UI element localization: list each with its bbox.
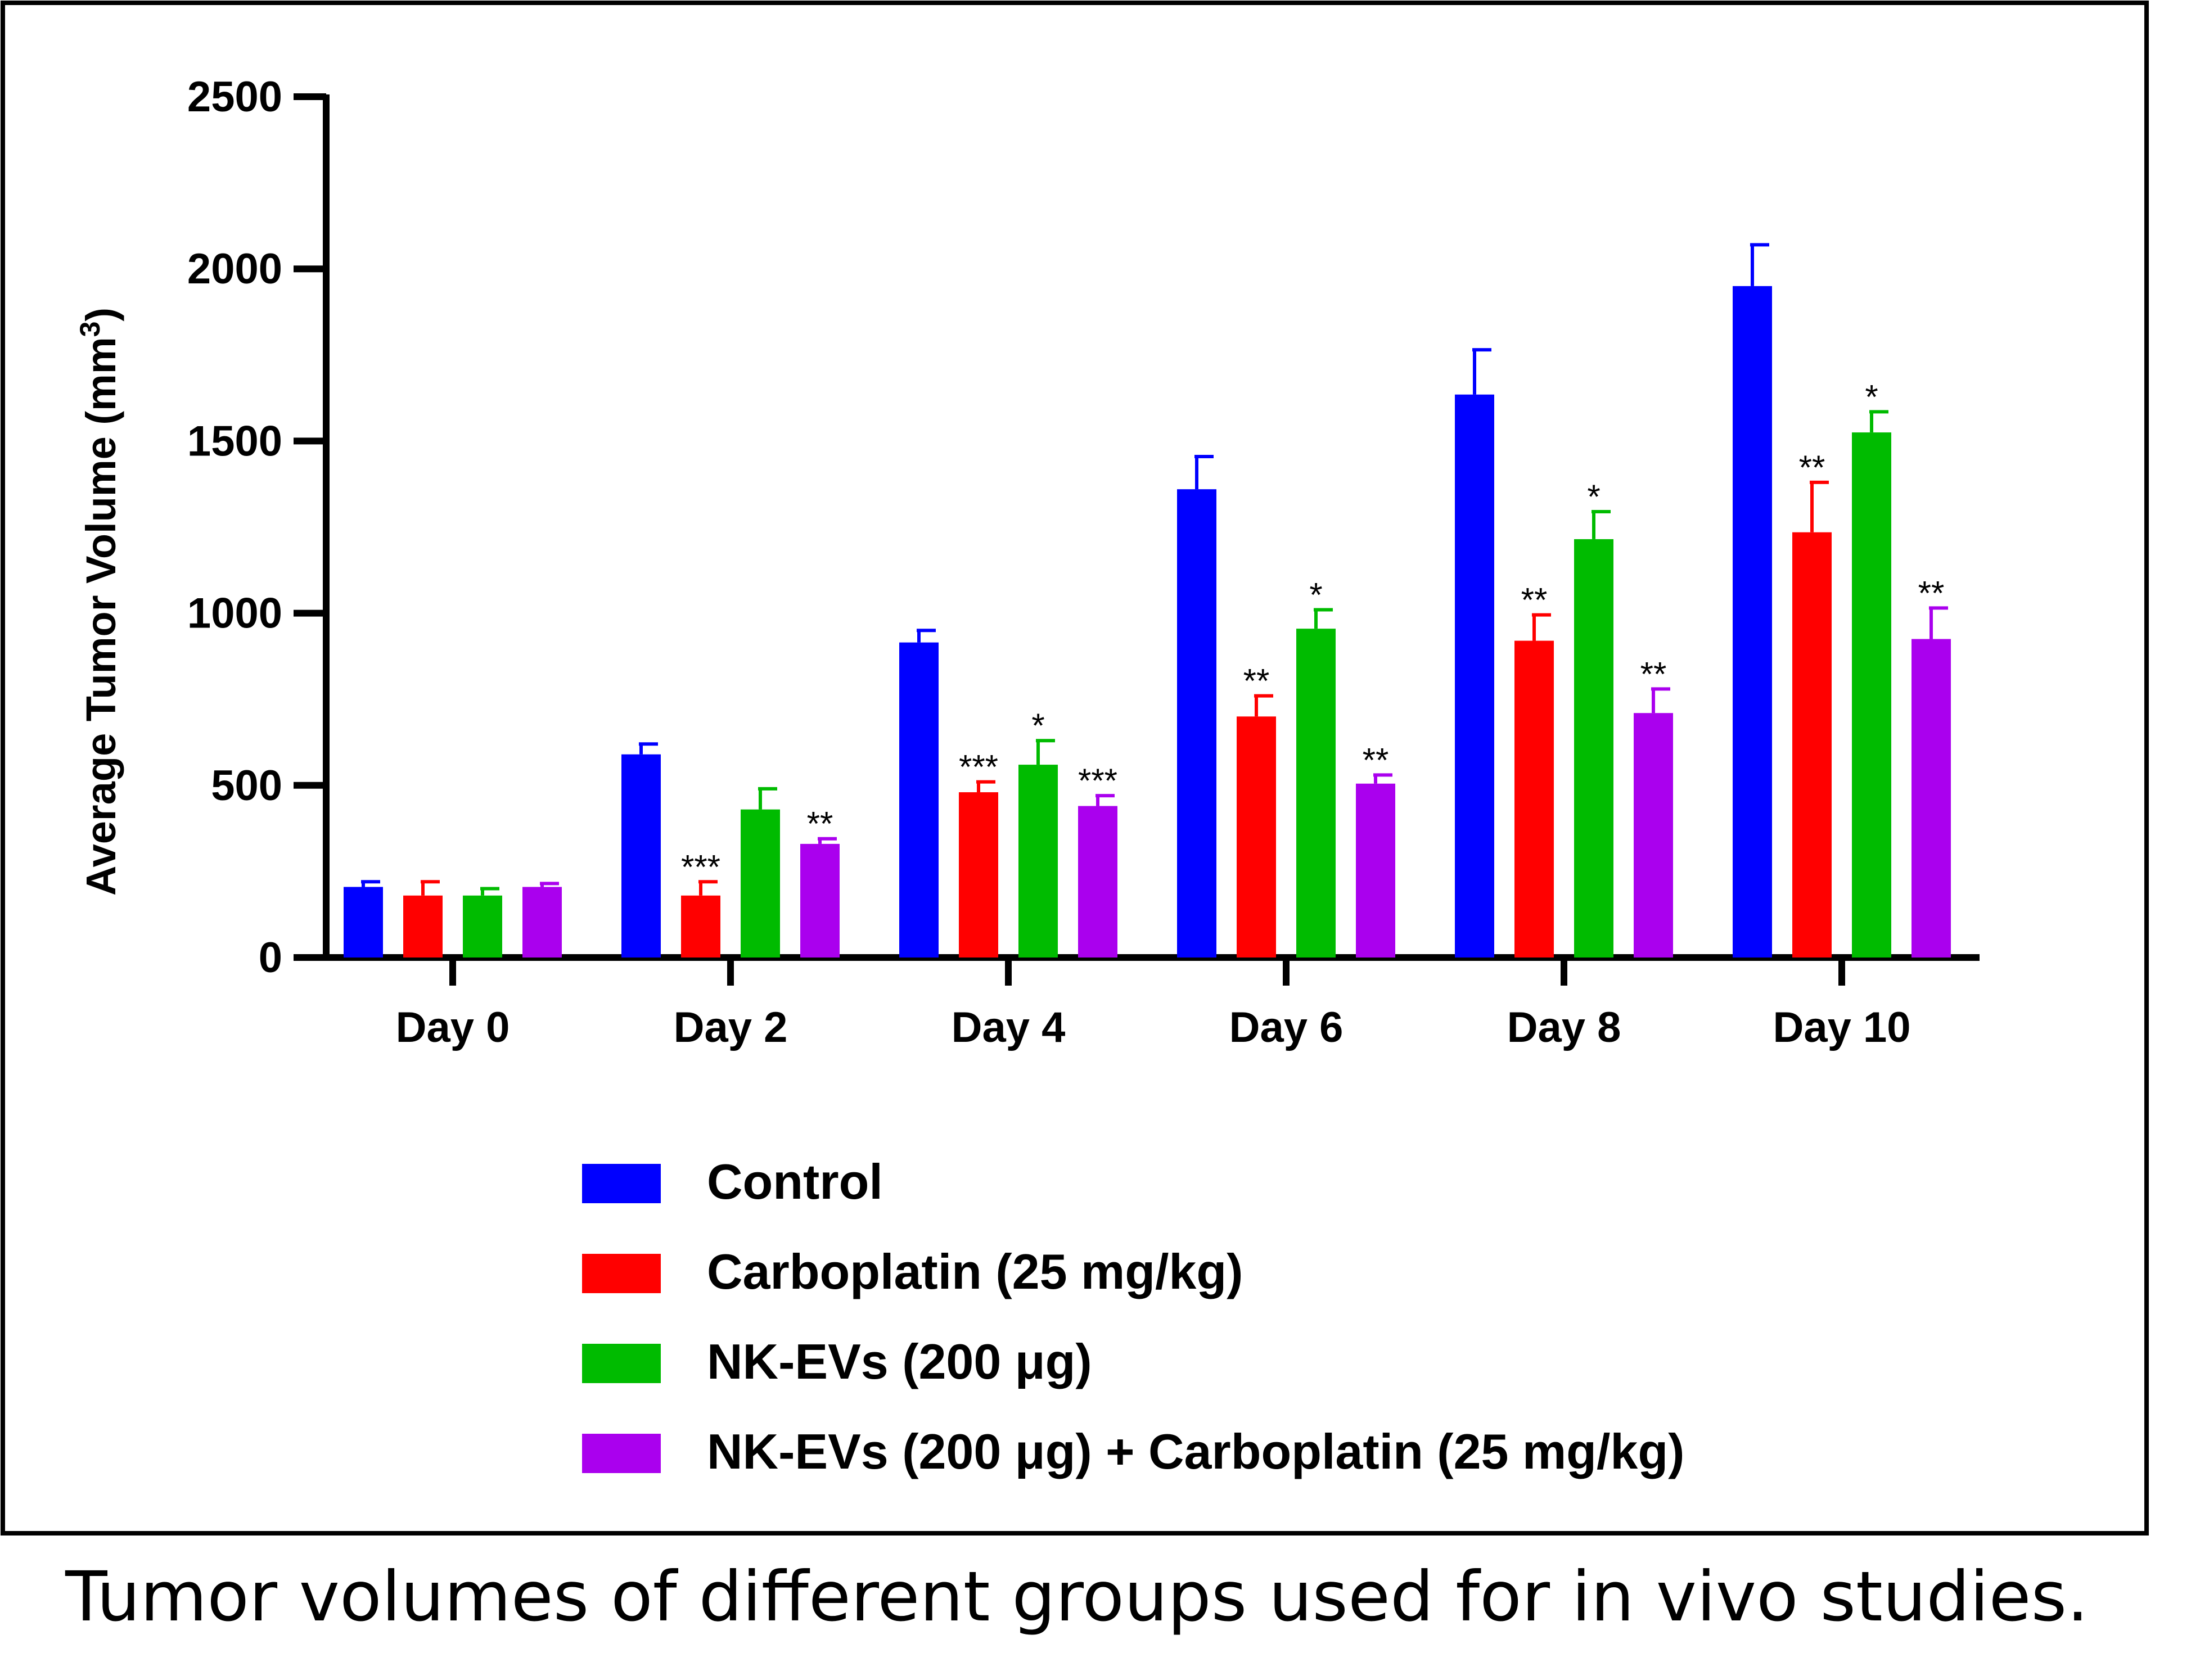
y-tick-label: 2000 [187, 245, 282, 293]
x-tick-label: Day 8 [1507, 1004, 1621, 1051]
bar [959, 792, 998, 958]
figure-frame [1, 1, 2149, 1536]
bar [1237, 716, 1276, 958]
legend-swatch [582, 1344, 661, 1383]
legend-swatch [582, 1254, 661, 1293]
bar [1177, 489, 1216, 958]
bar [522, 887, 562, 958]
x-tick-label: Day 2 [674, 1004, 788, 1051]
bar [1296, 629, 1336, 958]
y-tick-label: 2500 [187, 73, 282, 121]
significance-label: * [1309, 576, 1322, 613]
legend-item: NK-EVs (200 μg) [582, 1334, 1092, 1389]
significance-label: ** [1640, 655, 1667, 693]
y-tick-label: 1000 [187, 590, 282, 638]
error-bars [361, 243, 1948, 896]
x-tick-label: Day 10 [1773, 1004, 1910, 1051]
bar [1356, 783, 1395, 958]
bar [1078, 806, 1117, 958]
legend-label: NK-EVs (200 μg) [707, 1334, 1092, 1389]
bar [899, 642, 939, 958]
bar [681, 895, 720, 958]
bar [800, 843, 840, 958]
significance-label: * [1865, 378, 1878, 416]
significance-label: ** [1918, 574, 1945, 612]
significance-label: *** [959, 748, 998, 786]
significance-label: ** [1243, 662, 1270, 700]
bar [344, 887, 383, 958]
y-tick-label: 0 [259, 934, 282, 982]
x-tick-label: Day 6 [1229, 1004, 1344, 1051]
legend-label: Control [707, 1154, 883, 1209]
significance-label: ** [807, 805, 833, 843]
bar [463, 895, 502, 958]
legend-swatch [582, 1164, 661, 1203]
bar [1574, 539, 1613, 958]
bar [1733, 286, 1772, 958]
significance-label: ** [1363, 741, 1389, 779]
legend-item: Carboplatin (25 mg/kg) [582, 1244, 1243, 1299]
legend-item: Control [582, 1154, 883, 1209]
chart: *************************** Day 0 Day 2 Da… [74, 73, 1980, 1479]
bar [1455, 394, 1494, 958]
x-tick-label: Day 4 [952, 1004, 1066, 1051]
bar [1018, 765, 1058, 958]
bar [1852, 432, 1891, 958]
y-tick-label: 1500 [187, 417, 282, 465]
significance-label: *** [1078, 762, 1117, 800]
significance-label: * [1031, 707, 1044, 744]
legend: Control Carboplatin (25 mg/kg) NK-EVs (200… [582, 1154, 1684, 1479]
x-tick-label: Day 0 [396, 1004, 510, 1051]
bar [621, 754, 661, 958]
bars [344, 286, 1951, 958]
x-tick-labels: Day 0 Day 2 Day 4 Day 6 Day 8 Day 10 [396, 1004, 1911, 1051]
legend-label: NK-EVs (200 μg) + Carboplatin (25 mg/kg) [707, 1424, 1684, 1479]
bar [741, 809, 780, 958]
y-tick-label: 500 [211, 762, 282, 810]
bar [1634, 713, 1673, 958]
significance-label: *** [681, 848, 720, 886]
significance-labels: *************************** [681, 378, 1944, 886]
axes [294, 93, 1980, 986]
significance-label: ** [1521, 581, 1548, 619]
bar [1514, 640, 1554, 958]
bar [1792, 532, 1832, 958]
y-axis-label: Average Tumor Volume (mm3) [74, 308, 124, 896]
significance-label: * [1587, 478, 1600, 516]
significance-label: ** [1799, 449, 1825, 486]
legend-label: Carboplatin (25 mg/kg) [707, 1244, 1243, 1299]
legend-item: NK-EVs (200 μg) + Carboplatin (25 mg/kg) [582, 1424, 1684, 1479]
figure-caption: Tumor volumes of different groups used f… [65, 1557, 2089, 1637]
y-tick-labels: 0 500 1000 1500 2000 2500 [187, 73, 282, 982]
bar [1912, 639, 1951, 958]
legend-swatch [582, 1434, 661, 1473]
bar [403, 895, 443, 958]
